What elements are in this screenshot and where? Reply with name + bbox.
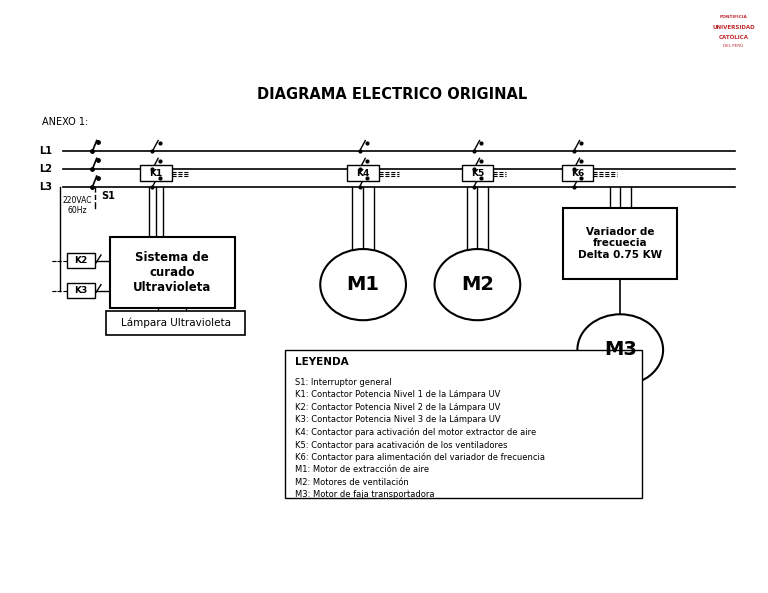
Text: K3: Contactor Potencia Nivel 3 de la Lámpara UV: K3: Contactor Potencia Nivel 3 de la Lám… [295, 415, 501, 425]
Text: K4: Contactor para activación del motor extractor de aire: K4: Contactor para activación del motor … [295, 428, 537, 437]
Bar [561, 165, 593, 181]
Circle shape [396, 8, 768, 55]
Text: K2: Contactor Potencia Nivel 2 de la Lámpara UV: K2: Contactor Potencia Nivel 2 de la Lám… [295, 403, 501, 412]
Text: S1: Interruptor general: S1: Interruptor general [295, 378, 392, 387]
Bar [141, 165, 172, 181]
Text: Lámpara Ultravioleta: Lámpara Ultravioleta [121, 318, 230, 329]
Bar [67, 253, 95, 268]
Text: No olvide citar esta tesis: No olvide citar esta tesis [12, 576, 124, 585]
Text: 220VAC
60Hz: 220VAC 60Hz [63, 196, 92, 215]
Text: K4: K4 [356, 169, 370, 178]
Circle shape [578, 314, 663, 385]
Text: K1: K1 [149, 169, 163, 178]
Text: M2: M2 [461, 275, 494, 294]
Text: K5: K5 [471, 169, 484, 178]
Bar [110, 237, 234, 308]
Text: K6: K6 [571, 169, 584, 178]
Text: M1: M1 [346, 275, 379, 294]
Text: L3: L3 [38, 182, 51, 192]
Text: K1: Contactor Potencia Nivel 1 de la Lámpara UV: K1: Contactor Potencia Nivel 1 de la Lám… [295, 390, 501, 400]
Bar [106, 311, 245, 335]
Text: ANEXO 1:: ANEXO 1: [41, 117, 88, 126]
Text: PONTIFICIA: PONTIFICIA [720, 15, 747, 20]
Text: M2: Motores de ventilación: M2: Motores de ventilación [295, 477, 409, 487]
Text: Sistema de
curado
Ultravioleta: Sistema de curado Ultravioleta [133, 251, 211, 294]
Circle shape [435, 249, 520, 320]
Text: K6: Contactor para alimentación del variador de frecuencia: K6: Contactor para alimentación del vari… [295, 452, 545, 462]
Text: Variador de
frecuecia
Delta 0.75 KW: Variador de frecuecia Delta 0.75 KW [578, 227, 662, 260]
Text: CATÓLICA: CATÓLICA [718, 35, 749, 40]
Text: Tesis publicada con autorización del autor: Tesis publicada con autorización del aut… [12, 560, 202, 570]
Text: TESIS PUCP: TESIS PUCP [12, 24, 103, 38]
Bar [347, 165, 379, 181]
Bar [462, 165, 493, 181]
Text: M3: M3 [604, 340, 637, 359]
Text: DIAGRAMA ELECTRICO ORIGINAL: DIAGRAMA ELECTRICO ORIGINAL [257, 87, 527, 103]
Text: K5: Contactor para acativación de los ventiladores: K5: Contactor para acativación de los ve… [295, 440, 508, 449]
Text: S1: S1 [101, 191, 115, 200]
Text: LEYENDA: LEYENDA [295, 357, 349, 366]
Text: K3: K3 [74, 286, 88, 295]
Text: K2: K2 [74, 256, 88, 266]
Bar [563, 208, 677, 279]
Text: M3: Motor de faja transportadora: M3: Motor de faja transportadora [295, 490, 435, 499]
Bar [67, 283, 95, 298]
Bar [284, 350, 641, 498]
Circle shape [320, 249, 406, 320]
Text: UNIVERSIDAD: UNIVERSIDAD [712, 25, 755, 30]
Text: L1: L1 [38, 146, 51, 156]
Text: DEL PERÚ: DEL PERÚ [723, 44, 743, 48]
Text: L2: L2 [38, 164, 51, 174]
Text: M1: Motor de extracción de aire: M1: Motor de extracción de aire [295, 465, 429, 474]
